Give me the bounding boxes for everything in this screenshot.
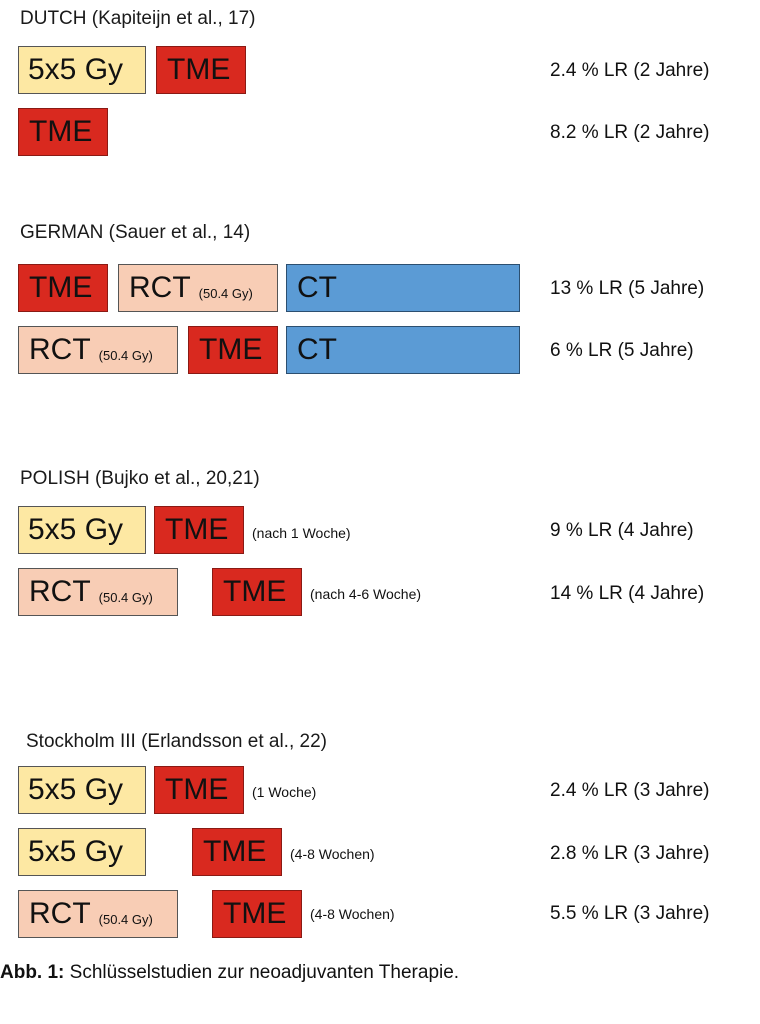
study-title-stockholm: Stockholm III (Erlandsson et al., 22): [26, 731, 327, 752]
box-tme: TME: [18, 264, 108, 312]
interval-note: (4-8 Wochen): [310, 906, 395, 922]
box-tme: TME: [18, 108, 108, 156]
interval-note: (nach 1 Woche): [252, 525, 351, 541]
study-title-polish: POLISH (Bujko et al., 20,21): [20, 468, 260, 489]
box-sublabel: (50.4 Gy): [98, 911, 153, 927]
box-tme: TME: [212, 890, 302, 938]
box-tme: TME: [212, 568, 302, 616]
interval-note: (4-8 Wochen): [290, 846, 375, 862]
result-text: 9 % LR (4 Jahre): [550, 520, 694, 541]
box-ct: CT: [286, 264, 520, 312]
box-tme: TME: [154, 766, 244, 814]
box-label: TME: [223, 575, 287, 608]
box-5x5gy: 5x5 Gy: [18, 828, 146, 876]
box-label: CT: [297, 333, 337, 366]
box-5x5gy: 5x5 Gy: [18, 506, 146, 554]
box-label: RCT: [29, 333, 91, 366]
box-tme: TME: [154, 506, 244, 554]
caption-label: Abb. 1:: [0, 962, 65, 983]
box-tme: TME: [188, 326, 278, 374]
box-tme: TME: [156, 46, 246, 94]
box-sublabel: (50.4 Gy): [98, 589, 153, 605]
result-text: 2.4 % LR (2 Jahre): [550, 60, 710, 81]
box-tme: TME: [192, 828, 282, 876]
box-rct: RCT (50.4 Gy): [118, 264, 278, 312]
result-text: 5.5 % LR (3 Jahre): [550, 903, 710, 924]
box-sublabel: (50.4 Gy): [98, 347, 153, 363]
box-label: TME: [203, 835, 267, 868]
figure-caption: Abb. 1: Schlüsselstudien zur neoadjuvant…: [0, 962, 459, 984]
study-title-german: GERMAN (Sauer et al., 14): [20, 222, 251, 243]
box-label: TME: [165, 513, 229, 546]
caption-text: Schlüsselstudien zur neoadjuvanten Thera…: [64, 962, 460, 983]
box-label: 5x5 Gy: [28, 835, 124, 868]
box-label: RCT: [29, 575, 91, 608]
interval-note: (1 Woche): [252, 784, 317, 800]
box-label: TME: [199, 333, 263, 366]
box-5x5gy: 5x5 Gy: [18, 46, 146, 94]
box-label: CT: [297, 271, 337, 304]
box-label: 5x5 Gy: [28, 53, 124, 86]
box-label: TME: [165, 773, 229, 806]
box-label: RCT: [129, 271, 191, 304]
result-text: 8.2 % LR (2 Jahre): [550, 122, 710, 143]
result-text: 2.4 % LR (3 Jahre): [550, 780, 710, 801]
box-rct: RCT (50.4 Gy): [18, 326, 178, 374]
result-text: 13 % LR (5 Jahre): [550, 278, 705, 299]
box-label: 5x5 Gy: [28, 773, 124, 806]
study-title-dutch: DUTCH (Kapiteijn et al., 17): [20, 8, 256, 29]
box-label: TME: [223, 897, 287, 930]
box-label: RCT: [29, 897, 91, 930]
result-text: 2.8 % LR (3 Jahre): [550, 843, 710, 864]
result-text: 14 % LR (4 Jahre): [550, 583, 705, 604]
box-label: TME: [29, 115, 93, 148]
box-ct: CT: [286, 326, 520, 374]
box-label: TME: [29, 271, 93, 304]
box-rct: RCT (50.4 Gy): [18, 568, 178, 616]
box-5x5gy: 5x5 Gy: [18, 766, 146, 814]
result-text: 6 % LR (5 Jahre): [550, 340, 694, 361]
interval-note: (nach 4-6 Woche): [310, 586, 422, 602]
box-rct: RCT (50.4 Gy): [18, 890, 178, 938]
box-label: 5x5 Gy: [28, 513, 124, 546]
box-sublabel: (50.4 Gy): [198, 285, 253, 301]
box-label: TME: [167, 53, 231, 86]
